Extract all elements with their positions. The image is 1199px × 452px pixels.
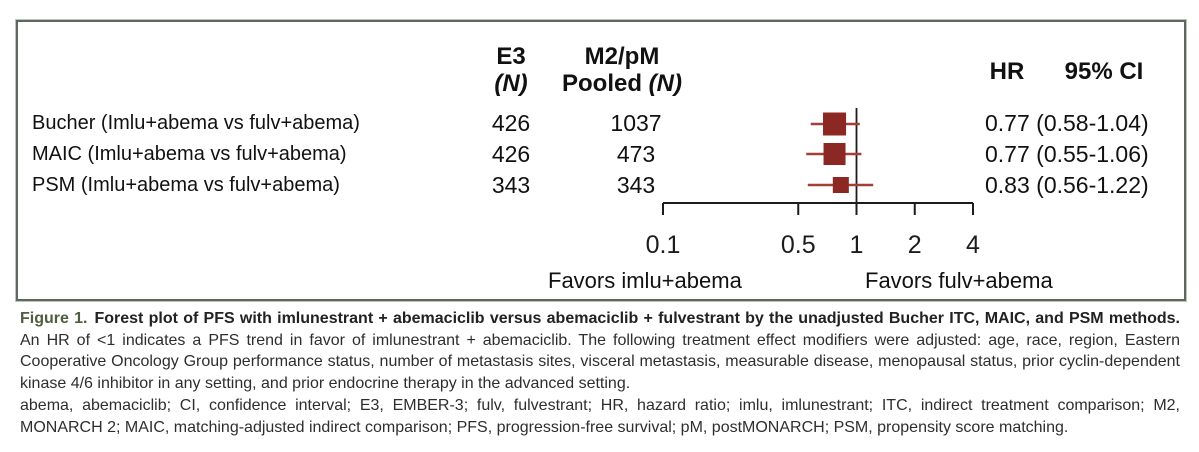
row-m2-n: 343 [616, 172, 656, 198]
row-hr-ci: 0.77 (0.58-1.04) [985, 110, 1149, 136]
forest-plot-svg: 0.1 0.5 1 2 4 [646, 108, 980, 259]
forest-plot-panel: 0.1 0.5 1 2 4 E3 (N) M2/pM Pooled (N) HR 95%… [16, 20, 1186, 301]
row-e3-n: 343 [491, 172, 531, 198]
figure-caption: Figure 1. Forest plot of PFS with imlunes… [20, 308, 1180, 438]
row-m2-n: 473 [616, 141, 656, 167]
row-e3-n: 426 [491, 141, 531, 167]
table-row: PSM (Imlu+abema vs fulv+abema) 343 343 0… [18, 172, 1184, 198]
table-row: MAIC (Imlu+abema vs fulv+abema) 426 473 … [18, 141, 1184, 167]
caption-paragraph-main: Figure 1. Forest plot of PFS with imlunes… [20, 308, 1180, 395]
row-m2-n: 1037 [610, 110, 662, 136]
x-axis-tick-label: 0.1 [646, 231, 681, 259]
hr-marker [832, 177, 849, 193]
x-axis-tick-label: 1 [850, 231, 864, 259]
hr-marker [823, 112, 847, 136]
row-e3-n: 426 [491, 110, 531, 136]
favors-right-label: Favors fulv+abema [865, 268, 1053, 293]
x-axis-tick-label: 2 [908, 231, 922, 259]
column-header-hr: HR [989, 58, 1025, 85]
figure-number-label: Figure 1. [20, 310, 88, 327]
header-m2-line1: M2/pM [584, 43, 660, 70]
table-row: Bucher (Imlu+abema vs fulv+abema) 426 10… [18, 110, 1184, 136]
hr-marker [823, 143, 846, 165]
row-hr-ci: 0.77 (0.55-1.06) [985, 141, 1149, 167]
row-method-label: MAIC (Imlu+abema vs fulv+abema) [32, 143, 347, 165]
x-axis-tick-label: 0.5 [781, 231, 816, 259]
column-header-e3: E3 (N) [451, 43, 571, 97]
column-header-m2pm: M2/pM Pooled (N) [552, 43, 692, 97]
row-method-label: PSM (Imlu+abema vs fulv+abema) [32, 174, 340, 196]
header-m2-line2: Pooled (N) [561, 70, 682, 97]
caption-paragraph-abbreviations: abema, abemaciclib; CI, confidence inter… [20, 396, 1180, 436]
favors-left-label: Favors imlu+abema [548, 268, 742, 293]
caption-bold-title: Forest plot of PFS with imlunestrant + a… [94, 310, 1180, 327]
header-e3-line2: (N) [494, 70, 528, 97]
column-header-ci: 95% CI [1064, 58, 1144, 85]
row-hr-ci: 0.83 (0.56-1.22) [985, 172, 1149, 198]
header-e3-line1: E3 [496, 43, 526, 70]
row-method-label: Bucher (Imlu+abema vs fulv+abema) [32, 112, 360, 134]
caption-normal-text: An HR of <1 indicates a PFS trend in fav… [20, 331, 1180, 393]
x-axis-tick-label: 4 [966, 231, 980, 259]
